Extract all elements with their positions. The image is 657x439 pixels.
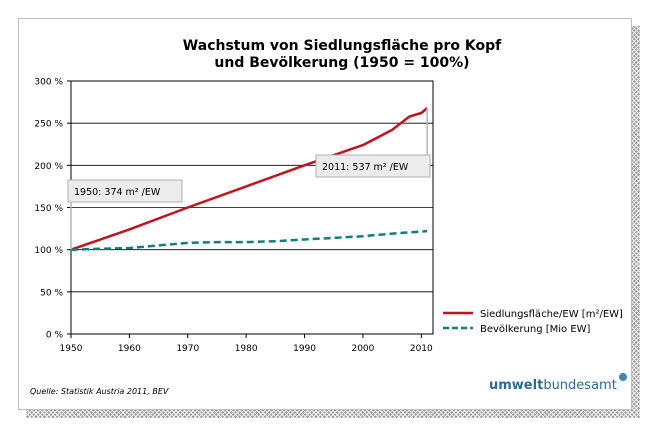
- legend: Siedlungsfläche/EW [m²/EW] Bevölkerung […: [443, 309, 623, 335]
- logo-text-umwelt: umwelt: [489, 378, 544, 393]
- y-tick-label-1: 50 %: [40, 288, 63, 298]
- series-lines: [70, 107, 429, 251]
- logo-text-bundesamt: bundesamt: [543, 378, 617, 393]
- chart-title-line-2: und Bevölkerung (1950 = 100%): [214, 55, 469, 71]
- annotation-label-1: 2011: 537 m² /EW: [322, 162, 409, 173]
- series-line-1: [70, 229, 428, 251]
- logo-mark-icon: [617, 372, 628, 382]
- y-tick-label-2: 100 %: [34, 246, 63, 256]
- umweltbundesamt-logo: umweltbundesamt: [489, 372, 628, 393]
- gridlines: [71, 80, 433, 335]
- x-axis-ticks: 1950 1960 1970 1980 1990 2000 2010: [60, 334, 433, 354]
- annotation-box-0: [67, 179, 183, 203]
- chart-frame: [18, 18, 632, 410]
- y-axis-ticks: 0 % 50 % 100 % 150 % 200 % 250 % 300 %: [34, 78, 71, 341]
- source-note: Quelle: Statistik Austria 2011, BEV: [30, 387, 169, 396]
- legend-label-siedlungsflaeche: Siedlungsfläche/EW [m²/EW]: [480, 309, 623, 320]
- annotation-box-1: [315, 154, 431, 178]
- x-tick-label-6: 2010: [410, 344, 433, 354]
- y-tick-label-3: 150 %: [34, 204, 63, 214]
- x-tick-label-1: 1960: [118, 344, 141, 354]
- y-tick-label-4: 200 %: [34, 162, 63, 172]
- legend-label-bevoelkerung: Bevölkerung [Mio EW]: [480, 324, 591, 335]
- chart-title-line-1: Wachstum von Siedlungsfläche pro Kopf: [183, 38, 502, 54]
- x-tick-label-4: 1990: [293, 344, 316, 354]
- annotation-label-0: 1950: 374 m² /EW: [74, 187, 161, 198]
- series-line-0: [70, 107, 429, 251]
- x-tick-label-5: 2000: [351, 344, 374, 354]
- x-tick-label-3: 1980: [235, 344, 258, 354]
- x-tick-label-2: 1970: [176, 344, 199, 354]
- y-tick-label-5: 250 %: [34, 120, 63, 130]
- y-tick-label-0: 0 %: [46, 331, 64, 341]
- annotations: 1950: 374 m² /EW 2011: 537 m² /EW: [67, 107, 431, 250]
- y-tick-label-6: 300 %: [34, 78, 63, 88]
- x-tick-label-0: 1950: [60, 344, 83, 354]
